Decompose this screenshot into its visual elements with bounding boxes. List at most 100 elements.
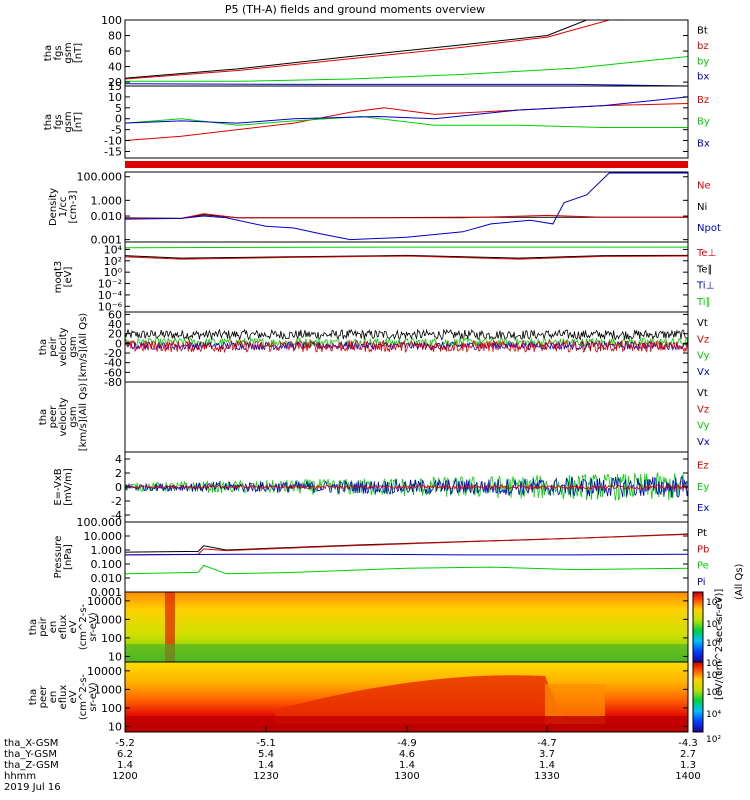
plot-area: [125, 172, 688, 242]
legend-entry: Ti∥: [696, 297, 711, 308]
series-line: [125, 20, 587, 79]
legend-entry: Vy: [697, 351, 710, 362]
y-tick-label: 60: [108, 45, 122, 58]
colorbar-tick-label: 10⁸: [706, 671, 721, 681]
x-tick-label: 1400: [675, 771, 700, 782]
plot-area: [125, 522, 688, 592]
x-tick-label: -4.3: [678, 738, 698, 749]
colorbar-tick-label: 10⁶: [706, 688, 721, 698]
colorbars: 10⁸10⁶10⁴10²10⁸10⁶10⁴10²[eV/(cm^2-sec-sr…: [692, 563, 745, 745]
y-tick-label: 0.010: [91, 210, 123, 223]
y-tick-label: 10⁻²: [98, 278, 122, 291]
panel-peir_velocity: tha peir velocity gsm [km/s](All Qs) -80-60-4…: [38, 308, 710, 389]
legend-entry: Vz: [697, 404, 709, 415]
y-tick-label: -40: [104, 357, 122, 370]
y-tick-label: 10⁻⁶: [98, 300, 123, 313]
colorbar-tick-label: 10⁸: [706, 598, 721, 608]
legend-entry: Pb: [697, 544, 709, 555]
series-line: [125, 255, 688, 260]
y-axis-label: tha: [43, 114, 54, 130]
series-line: [125, 254, 688, 259]
legend-entry: Bx: [697, 139, 710, 150]
legend-entry: Pt: [697, 528, 707, 539]
plot-area: [125, 312, 688, 382]
y-axis-label: sr-eV): [88, 682, 99, 711]
panel-peir_spec: tha peir en eflux eV (cm^2-s-sr-eV) 10 100 1000 1…: [28, 591, 689, 663]
y-tick-label: 0.100: [91, 558, 123, 571]
y-tick-label: -20: [104, 347, 122, 360]
legend-entry: Ni: [697, 202, 707, 213]
series-line: [125, 213, 688, 219]
x-tick-label: 1200: [112, 771, 137, 782]
y-axis-label: tha: [28, 619, 39, 635]
y-tick-label: 1.000: [91, 194, 123, 207]
colorbar-tick-label: 10⁴: [706, 639, 721, 649]
series-line: [125, 564, 688, 575]
y-tick-label: -4: [111, 509, 122, 522]
y-axis-label: gsm: [68, 336, 79, 357]
x-tick-label: 6.2: [117, 749, 133, 760]
y-tick-label: 100.000: [77, 516, 123, 529]
colorbar-label: (All Qs): [734, 563, 745, 600]
x-tick-label: 1.4: [399, 760, 415, 771]
y-axis-label: eV: [68, 620, 79, 633]
x-tick-label: 1.4: [117, 760, 133, 771]
legend-entry: Vy: [697, 421, 710, 432]
y-tick-label: 10⁰: [104, 266, 123, 279]
x-tick-label: 4.6: [399, 749, 415, 760]
y-tick-label: 2: [115, 467, 122, 480]
y-axis-label: en: [48, 621, 59, 634]
y-axis-label: velocity: [58, 397, 69, 436]
y-axis-label: Density: [48, 188, 59, 226]
x-tick-label: 5.4: [258, 749, 274, 760]
y-tick-label: 10: [108, 720, 122, 733]
legend-entry: Ne: [697, 181, 711, 192]
legend-entry: Te⊥: [696, 248, 716, 259]
x-tick-label: 1300: [394, 771, 419, 782]
series-line: [125, 20, 610, 80]
y-axis-label: E=-VxB: [53, 468, 64, 505]
legend-entry: Vz: [697, 334, 709, 345]
y-axis-label: eflux: [58, 615, 69, 640]
x-tick-label: -5.2: [115, 738, 135, 749]
x-axis-labels: tha_X-GSM -5.2 -5.1 -4.9 -4.7 -4.3 tha_Y-GSM 6.…: [4, 726, 701, 793]
y-tick-label: 0.001: [91, 586, 123, 599]
y-tick-label: 15: [108, 80, 122, 93]
legend-entry: Te∥: [696, 264, 713, 275]
y-tick-label: 4: [115, 453, 122, 466]
heatmap-region: [275, 675, 565, 724]
legend-entry: Vt: [697, 388, 708, 399]
series-line: [125, 246, 688, 249]
y-axis-label: peir: [38, 616, 49, 636]
y-axis-label: [eV]: [63, 267, 74, 288]
y-axis-label: (cm^2-s-: [78, 673, 89, 720]
y-tick-label: 40: [108, 61, 122, 74]
series-line: [125, 96, 688, 124]
y-axis-label: [km/s](All Qs): [78, 313, 89, 381]
mode-bar: [125, 161, 688, 168]
colorbar-tick-label: 10⁶: [706, 620, 721, 630]
y-axis-label: eV: [68, 690, 79, 703]
y-axis-label: peir: [48, 336, 59, 356]
y-axis-label: [nT]: [73, 112, 84, 132]
panel-density: Density 1/cc [cm-3] 0.001 0.010 1.000 100.000 N…: [48, 171, 721, 247]
y-axis-label: [mV/m]: [63, 468, 74, 506]
y-tick-label: -2: [111, 495, 122, 508]
legend-entry: By: [697, 117, 710, 128]
y-tick-label: 10: [108, 650, 122, 663]
y-tick-label: 60: [108, 308, 122, 321]
legend-entry: Ti⊥: [696, 281, 714, 292]
y-axis-label: eflux: [58, 685, 69, 710]
y-tick-label: -60: [104, 366, 122, 379]
y-axis-label: [cm-3]: [68, 190, 79, 223]
heatmap-low-energy-band: [125, 644, 688, 662]
y-axis-label: gsm: [63, 111, 74, 132]
colorbar: [692, 661, 704, 733]
y-tick-label: 10⁻⁴: [98, 289, 123, 302]
date-label: 2019 Jul 16: [4, 782, 61, 793]
y-tick-label: 40: [108, 318, 122, 331]
x-tick-label: 1230: [253, 771, 278, 782]
